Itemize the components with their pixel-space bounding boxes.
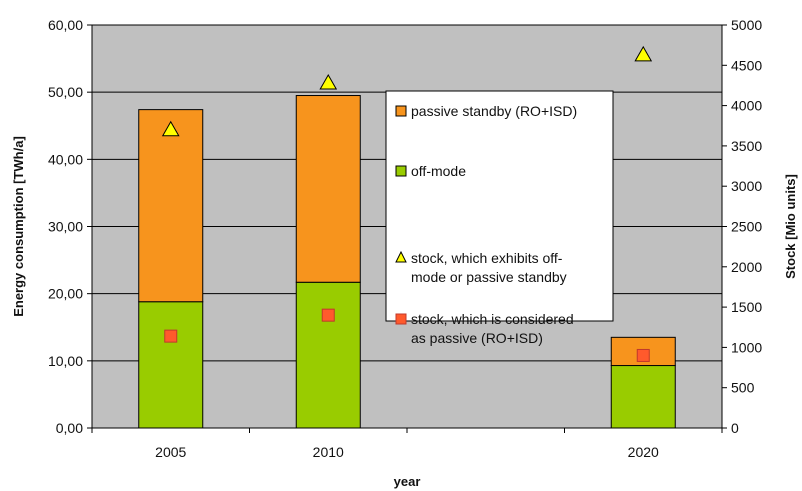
y-tick-label: 40,00 [48, 151, 83, 167]
legend-label: stock, which is considered [411, 311, 574, 327]
y-tick-label: 20,00 [48, 286, 83, 302]
tick-labels: 0,00 10,00 20,00 30,00 40,00 50,00 60,00 0 500 10… [48, 17, 762, 460]
legend-swatch [395, 105, 407, 117]
y-tick-label: 0,00 [56, 420, 83, 436]
stock-triangle-marker [319, 74, 338, 90]
bar-segment [138, 109, 204, 303]
bar-segment [138, 301, 204, 429]
legend-swatch [395, 165, 407, 177]
y2-tick-label: 3500 [731, 138, 762, 154]
x-tick-label: 2010 [313, 444, 344, 460]
bar-segment [295, 95, 361, 283]
y2-tick-label: 500 [731, 380, 755, 396]
legend-swatch [395, 250, 407, 263]
y-tick-label: 60,00 [48, 17, 83, 33]
legend-box [385, 90, 614, 322]
bar-segment [610, 365, 676, 429]
x-axis-title: year [394, 474, 421, 489]
stock-square-marker [321, 308, 335, 322]
y2-tick-label: 2000 [731, 259, 762, 275]
y2-axis-title: Stock [Mio units] [783, 174, 798, 279]
axes [87, 24, 727, 433]
legend-label: mode or passive standby [411, 269, 567, 285]
y-tick-label: 10,00 [48, 353, 83, 369]
legend-label: passive standby (RO+ISD) [411, 103, 577, 119]
y2-tick-label: 1500 [731, 299, 762, 315]
x-tick-label: 2005 [155, 444, 186, 460]
y-tick-label: 30,00 [48, 219, 83, 235]
markers [161, 45, 653, 362]
y2-tick-label: 1000 [731, 339, 762, 355]
y-axis-title: Energy consumption [TWh/a] [11, 136, 26, 317]
legend-label: stock, which exhibits off- [411, 250, 563, 266]
legend-label: as passive (RO+ISD) [411, 330, 543, 346]
y2-tick-label: 4000 [731, 98, 762, 114]
legend-swatch [395, 313, 407, 325]
y-tick-label: 50,00 [48, 84, 83, 100]
stock-triangle-marker [161, 120, 180, 137]
bars [138, 95, 676, 429]
stock-triangle-marker [634, 45, 653, 62]
x-tick-label: 2020 [628, 444, 659, 460]
y2-tick-label: 5000 [731, 17, 762, 33]
y2-tick-label: 0 [731, 420, 739, 436]
bar-segment [295, 281, 361, 429]
y2-tick-label: 4500 [731, 57, 762, 73]
y2-tick-label: 2500 [731, 219, 762, 235]
legend: passive standby (RO+ISD) off-mode stock, w… [385, 90, 614, 346]
legend-label: off-mode [411, 163, 466, 179]
y2-tick-label: 3000 [731, 178, 762, 194]
stock-square-marker [636, 348, 650, 362]
stock-square-marker [164, 329, 178, 343]
